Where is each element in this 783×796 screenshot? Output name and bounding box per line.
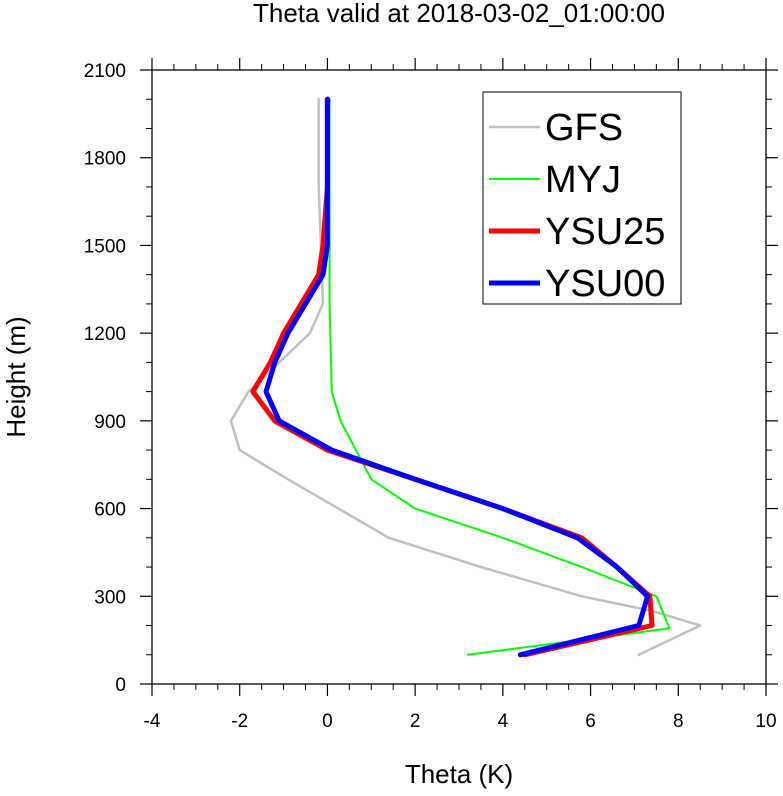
plot-frame — [151, 69, 767, 685]
x-tick-label: 0 — [322, 711, 333, 732]
series-line-gfs — [229, 97, 702, 657]
series-lines — [229, 96, 702, 658]
minor-ticks — [146, 64, 772, 690]
x-axis-label: Theta (K) — [405, 759, 513, 789]
y-tick-labels: 0 300 600 900 1200 1500 1800 2100 — [84, 61, 126, 696]
legend-label-ysu25: YSU25 — [545, 211, 665, 253]
y-tick-label: 900 — [94, 412, 126, 433]
major-ticks — [140, 58, 778, 696]
y-tick-label: 600 — [94, 500, 126, 521]
series-line-myj — [328, 98, 671, 656]
legend-label-ysu00: YSU00 — [545, 263, 665, 305]
x-tick-label: -2 — [231, 711, 248, 732]
x-tick-label: -4 — [144, 711, 161, 732]
y-tick-label: 0 — [115, 675, 126, 696]
x-tick-label: 8 — [673, 711, 684, 732]
x-tick-label: 2 — [410, 711, 421, 732]
chart-title: Theta valid at 2018-03-02_01:00:00 — [253, 0, 665, 28]
y-tick-label: 300 — [94, 587, 126, 608]
legend-label-gfs: GFS — [545, 107, 623, 149]
x-tick-labels: -4 -2 0 2 4 6 8 10 — [144, 711, 777, 732]
x-tick-label: 6 — [585, 711, 596, 732]
legend: GFS MYJ YSU25 YSU00 — [482, 91, 682, 305]
y-tick-label: 1200 — [84, 324, 126, 345]
x-tick-label: 4 — [498, 711, 509, 732]
y-tick-label: 2100 — [84, 61, 126, 82]
y-tick-label: 1800 — [84, 149, 126, 170]
legend-label-myj: MYJ — [545, 159, 621, 201]
y-tick-label: 1500 — [84, 236, 126, 257]
series-line-ysu00 — [263, 96, 651, 658]
y-axis-label: Height (m) — [1, 316, 31, 437]
x-tick-label: 10 — [755, 711, 776, 732]
